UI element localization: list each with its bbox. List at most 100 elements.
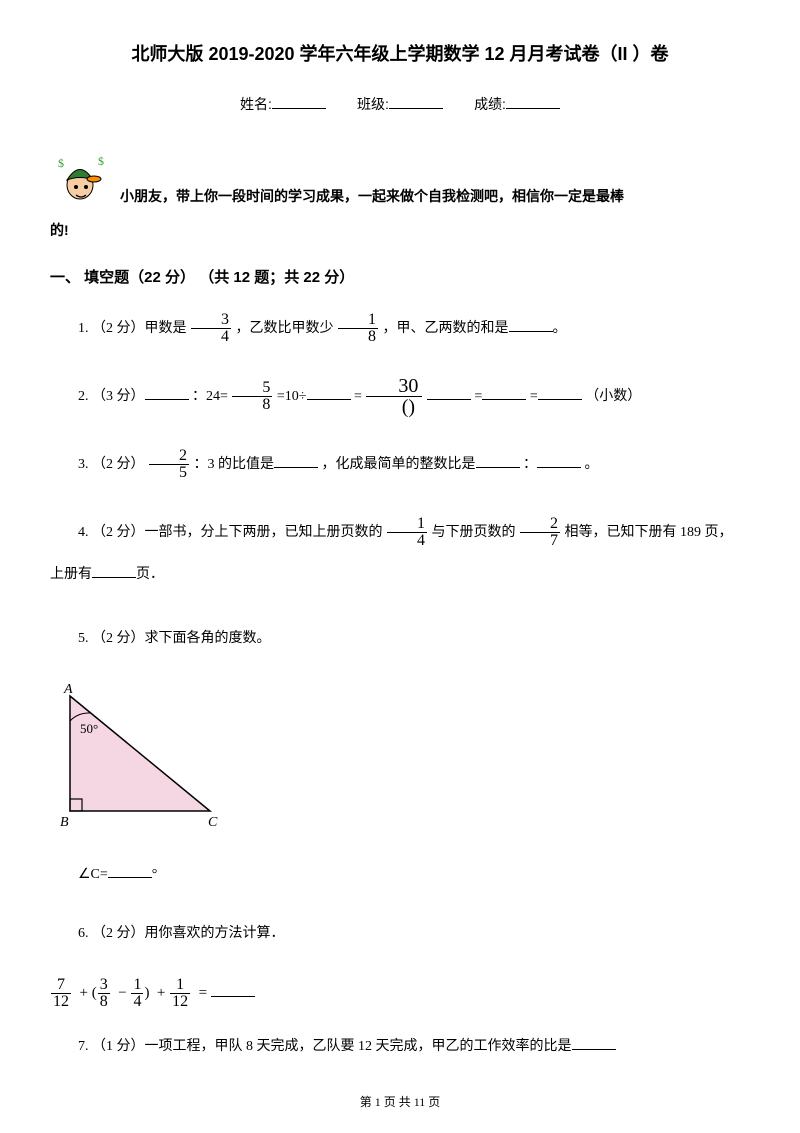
q6-f2d: 8 — [98, 993, 110, 1010]
q4-tail2: 上册有 — [50, 567, 92, 582]
q1-end: 。 — [553, 321, 567, 336]
q4-mid: 与下册页数的 — [432, 525, 520, 540]
class-label: 班级: — [357, 96, 389, 112]
q5-deg: ° — [152, 867, 158, 882]
q6-f4n: 1 — [170, 977, 190, 993]
page-footer: 第 1 页 共 11 页 — [50, 1093, 750, 1112]
q2-f1d: 8 — [232, 396, 272, 413]
q2-f: = — [530, 389, 538, 404]
q3-blank3 — [537, 454, 581, 468]
q2-e: = — [474, 389, 482, 404]
q3-blank2 — [476, 454, 520, 468]
q4-f1d: 4 — [387, 532, 427, 549]
q1-mid: ，乙数比甲数少 — [236, 321, 338, 336]
q2-blank1 — [145, 386, 189, 400]
q6-f4: 112 — [170, 977, 190, 1010]
q4-lead: 4. （2 分）一部书，分上下两册，已知上册页数的 — [78, 525, 386, 540]
q4-blank — [92, 564, 136, 578]
q6-lead: 6. （2 分）用你喜欢的方法计算． — [78, 926, 285, 941]
q3-fd: 5 — [149, 464, 189, 481]
q6-f3n: 1 — [131, 977, 143, 993]
angle-value: 50° — [80, 721, 98, 736]
q1-blank — [509, 318, 553, 332]
q6-f3: 14 — [131, 977, 143, 1010]
question-3: 3. （2 分） 25 ：3 的比值是 ，化成最简单的整数比是 ： 。 — [50, 444, 750, 486]
q2-blank5 — [538, 386, 582, 400]
intro-text-2: 的! — [50, 219, 750, 241]
q2-frac1: 58 — [232, 380, 272, 413]
q1-f1d: 4 — [191, 328, 231, 345]
q2-f1n: 5 — [232, 380, 272, 396]
q2-lead: 2. （3 分） — [78, 389, 145, 404]
vertex-B: B — [60, 815, 69, 830]
q4-tail3: 页． — [136, 567, 164, 582]
avatar-icon: $ $ — [50, 145, 114, 209]
q6-f4d: 12 — [170, 993, 190, 1010]
q2-tail: （小数） — [585, 389, 641, 404]
q1-frac2: 18 — [338, 312, 378, 345]
q5-blank — [108, 864, 152, 878]
q2-blank3 — [427, 386, 471, 400]
q6-f3d: 4 — [131, 993, 143, 1010]
q7-lead: 7. （1 分）一项工程，甲队 8 天完成，乙队要 12 天完成，甲乙的工作效率… — [78, 1039, 572, 1054]
q3-b: ，化成最简单的整数比是 — [322, 457, 476, 472]
q1-tail: ，甲、乙两数的和是 — [383, 321, 509, 336]
question-5: 5. （2 分）求下面各角的度数。 — [50, 622, 750, 656]
q2-c: = — [354, 389, 365, 404]
triangle-figure: A B C 50° — [50, 681, 750, 839]
question-2: 2. （3 分） ：24= 58 =10÷ = 30() = = （小数） — [50, 376, 750, 418]
q3-fn: 2 — [149, 448, 189, 464]
q4-f2d: 7 — [520, 532, 560, 549]
q1-lead: 1. （2 分）甲数是 — [78, 321, 190, 336]
q2-frac2: 30() — [366, 376, 422, 417]
q6-f1n: 7 — [51, 977, 71, 993]
q6-f2n: 3 — [98, 977, 110, 993]
q5-lead: 5. （2 分）求下面各角的度数。 — [78, 631, 271, 646]
intro-text-1: 小朋友，带上你一段时间的学习成果，一起来做个自我检测吧，相信你一定是最棒 — [120, 145, 624, 207]
q2-b: =10÷ — [277, 389, 307, 404]
q2-a: ：24= — [192, 389, 231, 404]
question-6: 6. （2 分）用你喜欢的方法计算． — [50, 917, 750, 951]
q1-f1n: 3 — [191, 312, 231, 328]
q2-blank4 — [482, 386, 526, 400]
name-blank — [272, 95, 326, 109]
page-title: 北师大版 2019-2020 学年六年级上学期数学 12 月月考试卷（II ）卷 — [50, 40, 750, 69]
q6-blank — [211, 982, 255, 997]
q4-frac1: 14 — [387, 516, 427, 549]
question-4: 4. （2 分）一部书，分上下两册，已知上册页数的 14 与下册页数的 27 相… — [50, 512, 750, 596]
q3-d: 。 — [585, 457, 599, 472]
q4-frac2: 27 — [520, 516, 560, 549]
q6-f1: 712 — [51, 977, 71, 1010]
q1-f2n: 1 — [338, 312, 378, 328]
class-blank — [389, 95, 443, 109]
svg-text:$: $ — [98, 154, 104, 168]
q5-answer: ∠C= ° — [50, 858, 750, 892]
q6-expression: 712 + (38 − 14) + 112 = — [50, 977, 750, 1010]
question-7: 7. （1 分）一项工程，甲队 8 天完成，乙队要 12 天完成，甲乙的工作效率… — [50, 1030, 750, 1064]
name-label: 姓名: — [240, 96, 272, 112]
q5-answer-label: ∠C= — [78, 867, 108, 882]
score-label: 成绩: — [474, 96, 506, 112]
q2-f2n: 30 — [366, 376, 422, 396]
q6-f2: 38 — [98, 977, 110, 1010]
q3-blank1 — [274, 454, 318, 468]
vertex-C: C — [208, 815, 218, 830]
q6-f1d: 12 — [51, 993, 71, 1010]
q4-f1n: 1 — [387, 516, 427, 532]
intro-row: $ $ 小朋友，带上你一段时间的学习成果，一起来做个自我检测吧，相信你一定是最棒 — [50, 145, 750, 209]
question-1: 1. （2 分）甲数是 34 ，乙数比甲数少 18 ，甲、乙两数的和是 。 — [50, 308, 750, 350]
q7-blank — [572, 1036, 616, 1050]
q3-c: ： — [523, 457, 537, 472]
q3-frac: 25 — [149, 448, 189, 481]
q2-blank2 — [307, 386, 351, 400]
score-blank — [506, 95, 560, 109]
vertex-A: A — [63, 682, 73, 697]
q3-lead: 3. （2 分） — [78, 457, 145, 472]
q1-frac1: 34 — [191, 312, 231, 345]
q2-f2d: () — [366, 396, 422, 417]
q3-a: ：3 的比值是 — [194, 457, 275, 472]
section-1-head: 一、 填空题（22 分） （共 12 题；共 22 分） — [50, 266, 750, 290]
q4-f2n: 2 — [520, 516, 560, 532]
info-line: 姓名: 班级: 成绩: — [50, 93, 750, 115]
q1-f2d: 8 — [338, 328, 378, 345]
